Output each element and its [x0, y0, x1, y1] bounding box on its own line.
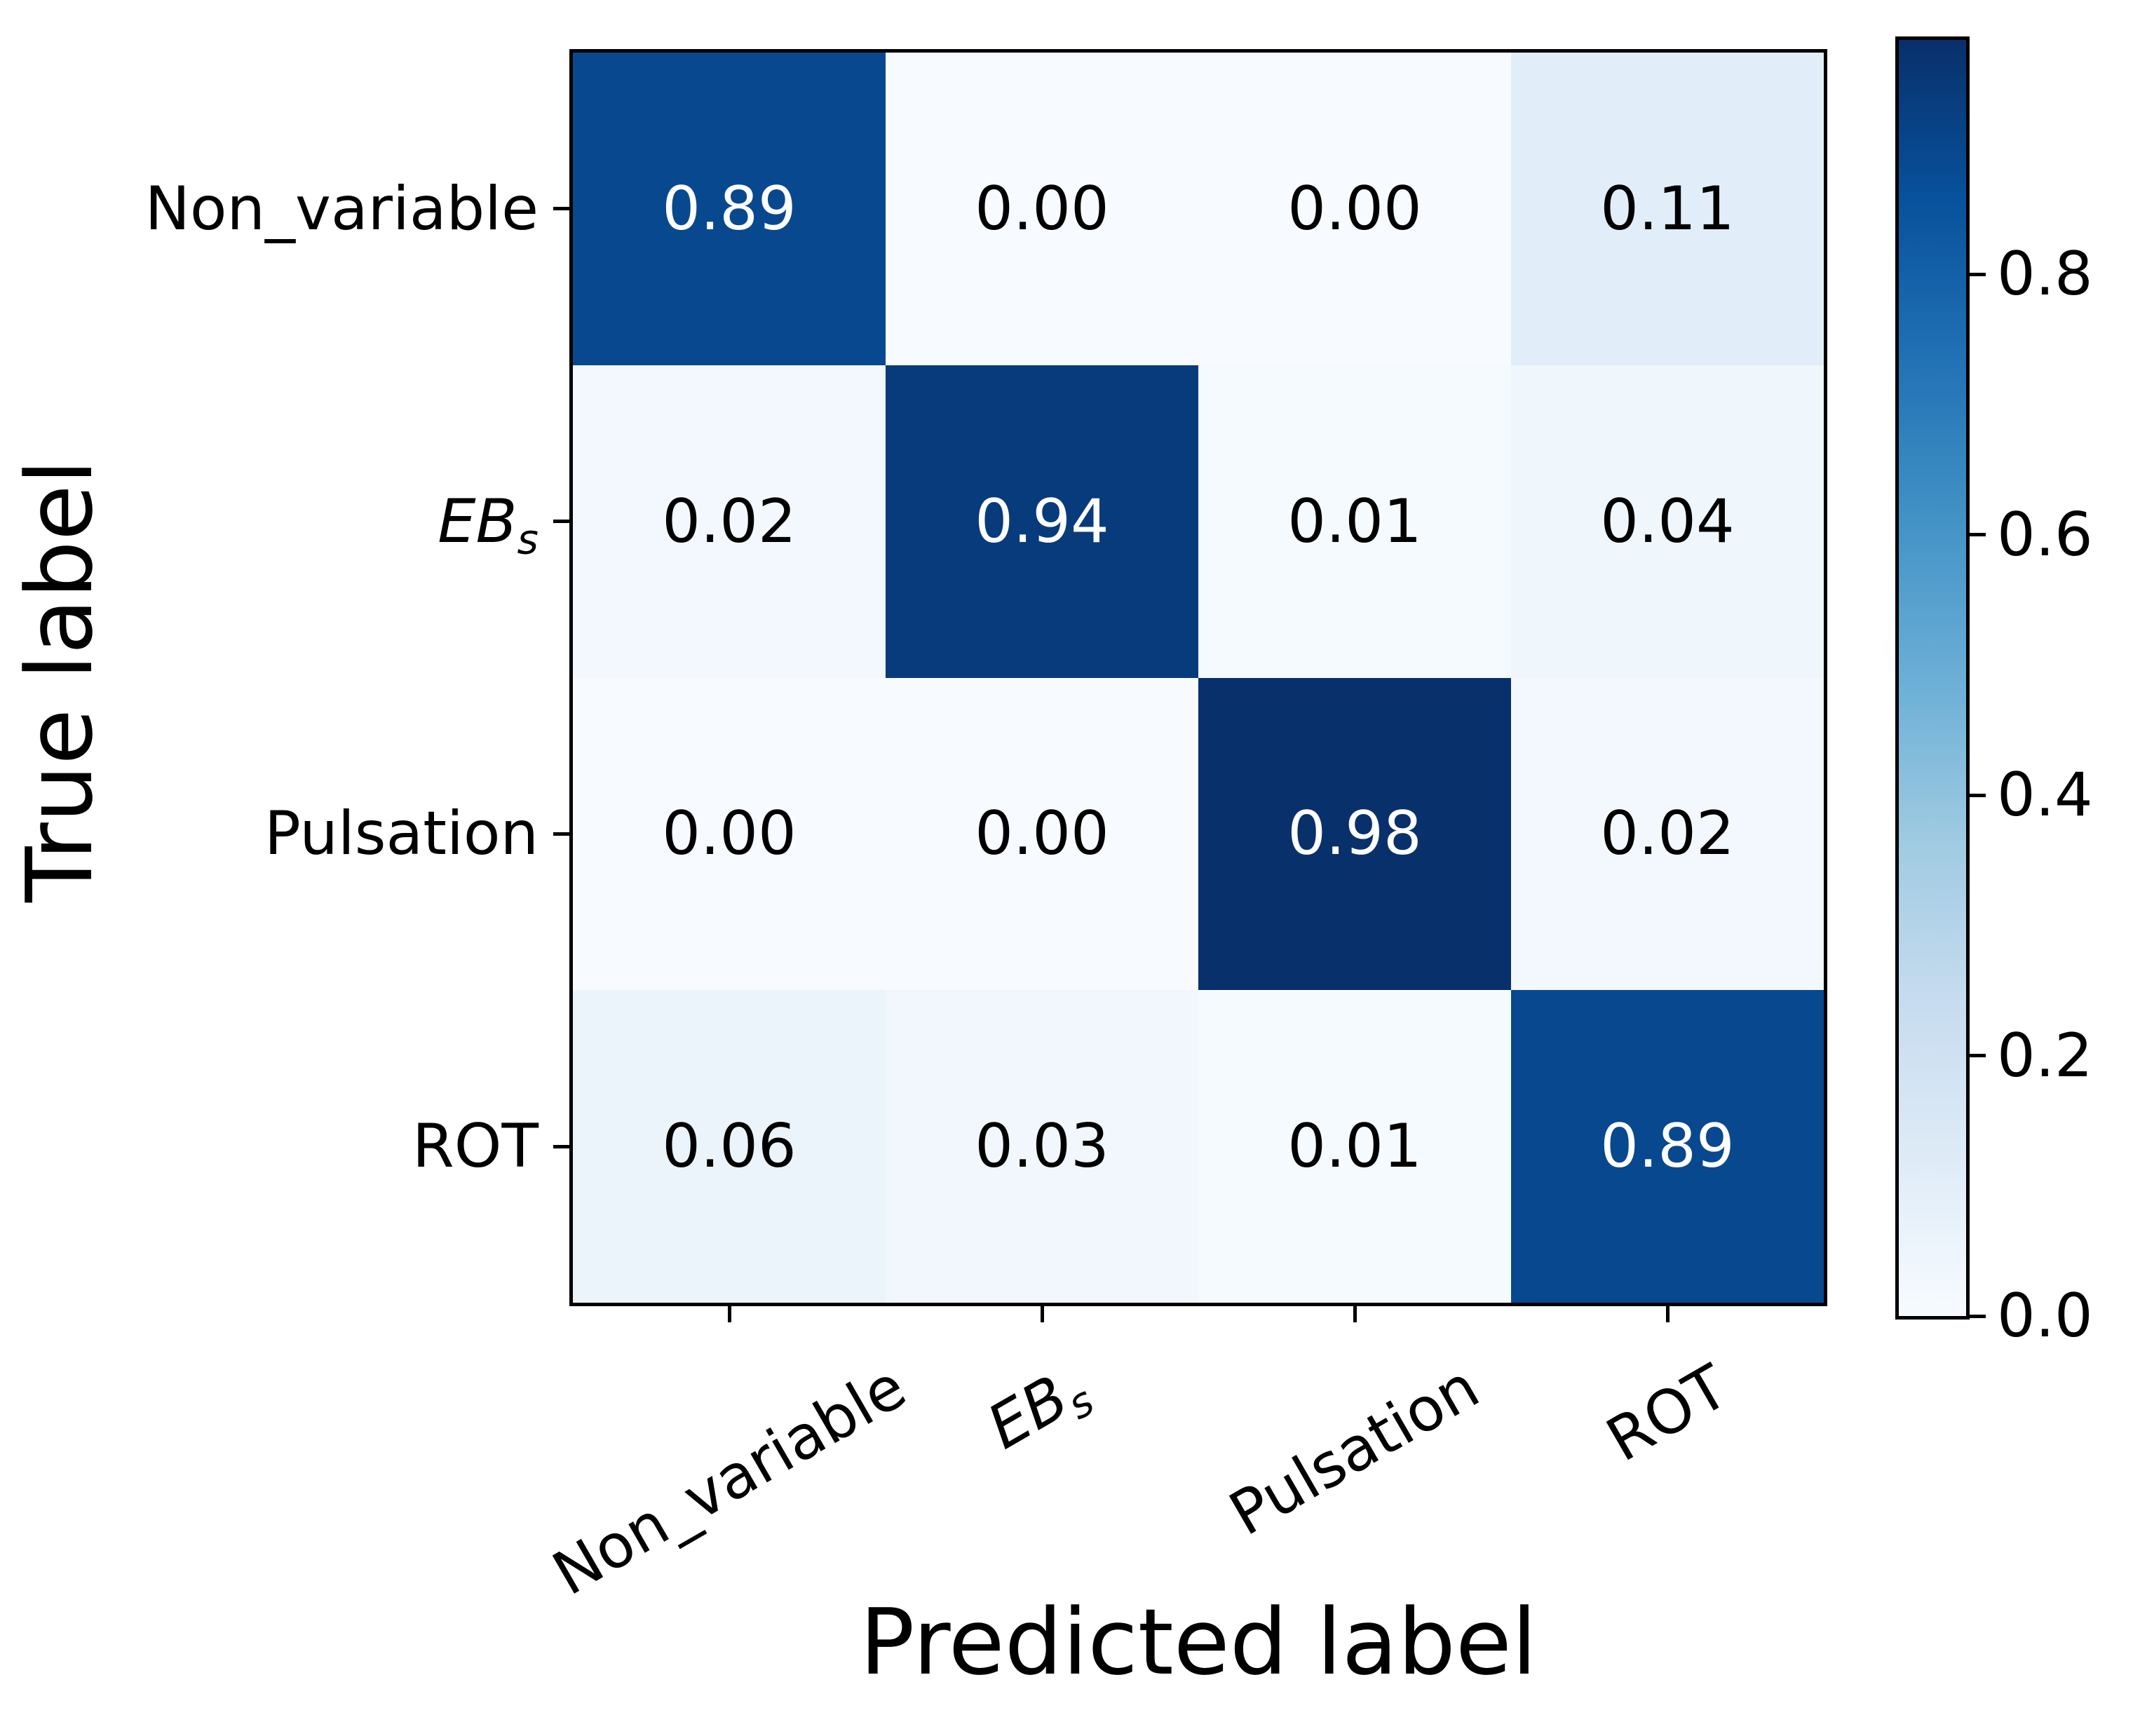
matrix-cell: 0.89	[1511, 990, 1824, 1303]
matrix-cell: 0.94	[886, 365, 1198, 678]
matrix-cell: 0.89	[573, 53, 886, 365]
y-tick-mark	[553, 1144, 573, 1148]
colorbar-gradient	[1899, 40, 1966, 1316]
tick-label-text: Non_variable	[144, 173, 539, 244]
colorbar-tick-mark	[1966, 533, 1986, 537]
x-tick-mark	[727, 1303, 731, 1322]
tick-label-text: EB	[976, 1362, 1081, 1463]
y-tick-label: ROT	[0, 1111, 539, 1181]
tick-label-subscript: s	[517, 515, 539, 563]
tick-label-text: Pulsation	[264, 799, 539, 869]
colorbar-tick-label: 0.4	[1997, 760, 2093, 831]
x-tick-mark	[1040, 1303, 1044, 1322]
colorbar-tick-label: 0.6	[1997, 499, 2093, 570]
matrix-cell: 0.02	[1511, 677, 1824, 991]
colorbar-tick-label: 0.8	[1997, 239, 2093, 310]
matrix-cell: 0.06	[573, 990, 886, 1303]
tick-label-text: EB	[438, 486, 517, 557]
colorbar-tick-mark	[1966, 793, 1986, 797]
matrix-cell: 0.98	[1198, 677, 1511, 991]
matrix-cell: 0.00	[886, 53, 1198, 365]
colorbar-tick-label: 0.0	[1997, 1281, 2093, 1351]
matrix-cell: 0.00	[1198, 53, 1511, 365]
y-tick-label: Non_variable	[0, 174, 539, 244]
matrix-cell: 0.03	[886, 990, 1198, 1303]
colorbar-tick-mark	[1966, 1314, 1986, 1318]
matrix-cell: 0.02	[573, 365, 886, 678]
heatmap-plot: 0.89 0.00 0.00 0.11 0.02 0.94 0.01 0.04 0.00 0.00…	[569, 49, 1827, 1306]
x-tick-label: EBs	[976, 1352, 1107, 1478]
matrix-cell: 0.01	[1198, 990, 1511, 1303]
matrix-cell: 0.11	[1511, 53, 1824, 365]
tick-label-text: Non_variable	[541, 1352, 918, 1610]
x-axis-title: Predicted label	[860, 1589, 1537, 1695]
y-tick-mark	[553, 520, 573, 524]
tick-label-text: ROT	[1595, 1352, 1740, 1476]
x-tick-mark	[1353, 1303, 1357, 1322]
x-tick-label: ROT	[1595, 1352, 1740, 1476]
colorbar-tick-mark	[1966, 272, 1986, 276]
y-axis-title: True label	[6, 459, 113, 902]
colorbar-tick-label: 0.2	[1997, 1020, 2093, 1091]
y-tick-label: EBs	[0, 487, 539, 574]
x-tick-label: Pulsation	[1219, 1352, 1491, 1549]
tick-label-text: ROT	[412, 1111, 539, 1182]
matrix-cell: 0.04	[1511, 365, 1824, 678]
matrix-cell: 0.01	[1198, 365, 1511, 678]
colorbar	[1895, 36, 1970, 1320]
y-tick-mark	[553, 207, 573, 211]
x-tick-label: Non_variable	[541, 1352, 917, 1609]
tick-label-text: Pulsation	[1218, 1352, 1491, 1550]
y-tick-mark	[553, 832, 573, 836]
matrix-cell: 0.00	[886, 677, 1198, 991]
colorbar-tick-mark	[1966, 1054, 1986, 1058]
y-tick-label: Pulsation	[0, 799, 539, 869]
matrix-cell: 0.00	[573, 677, 886, 991]
x-tick-mark	[1665, 1303, 1670, 1322]
